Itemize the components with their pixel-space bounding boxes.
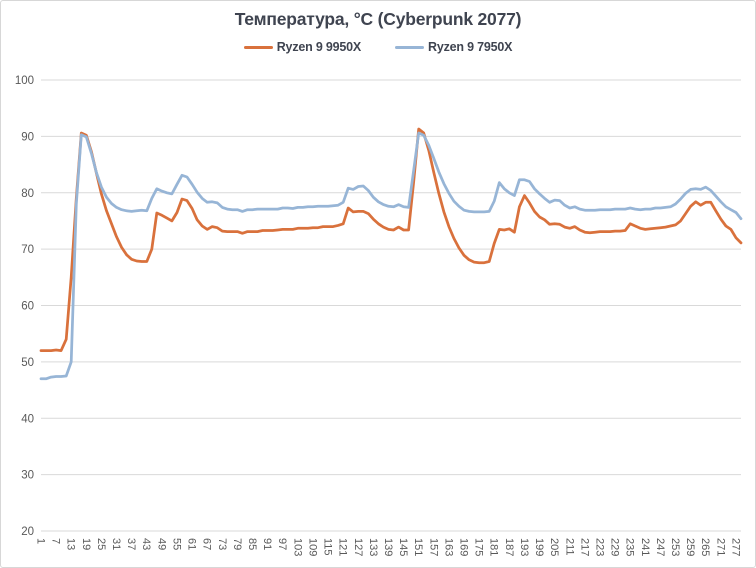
x-tick-label: 127 (352, 538, 364, 556)
y-tick-label: 40 (21, 413, 34, 425)
x-tick-label: 7 (50, 538, 62, 544)
x-tick-label: 85 (246, 538, 258, 550)
x-tick-label: 265 (699, 538, 711, 556)
x-tick-label: 175 (473, 538, 485, 556)
x-tick-label: 163 (442, 538, 454, 556)
x-tick-label: 253 (669, 538, 681, 556)
x-tick-label: 187 (503, 538, 515, 556)
x-tick-label: 151 (412, 538, 424, 556)
x-tick-label: 277 (729, 538, 741, 556)
x-tick-label: 25 (95, 538, 107, 550)
x-tick-label: 91 (261, 538, 273, 550)
x-tick-label: 271 (714, 538, 726, 556)
legend-label: Ryzen 9 7950X (428, 40, 513, 54)
series-line-ryzen-9-9950x (39, 127, 743, 352)
x-tick-label: 157 (427, 538, 439, 556)
x-tick-label: 235 (624, 538, 636, 556)
y-tick-label: 50 (21, 357, 34, 369)
x-tick-label: 247 (654, 538, 666, 556)
x-tick-label: 199 (533, 538, 545, 556)
legend-item-ryzen-9950x: Ryzen 9 9950X (243, 40, 361, 54)
x-tick-label: 103 (291, 538, 303, 556)
x-tick-label: 67 (201, 538, 213, 550)
x-tick-label: 1 (34, 538, 46, 544)
y-tick-label: 100 (15, 75, 34, 87)
y-tick-label: 70 (21, 244, 34, 256)
x-tick-label: 139 (382, 538, 394, 556)
y-tick-label: 30 (21, 470, 34, 482)
legend-item-ryzen-7950x: Ryzen 9 7950X (395, 40, 512, 54)
x-tick-label: 19 (80, 538, 92, 550)
x-tick-label: 115 (322, 538, 334, 556)
x-tick-label: 109 (306, 538, 318, 556)
legend-label: Ryzen 9 9950X (276, 40, 361, 54)
x-tick-label: 145 (397, 538, 409, 556)
x-tick-label: 181 (488, 538, 500, 556)
x-tick-label: 223 (593, 538, 605, 556)
x-tick-label: 229 (609, 538, 621, 556)
x-tick-label: 193 (518, 538, 530, 556)
y-tick-label: 90 (21, 131, 34, 143)
series-line-ryzen-9-7950x (39, 131, 743, 381)
legend-line-swatch-orange (243, 45, 273, 49)
x-tick-label: 49 (155, 538, 167, 550)
x-tick-label: 43 (140, 538, 152, 550)
y-tick-label: 60 (21, 301, 34, 313)
x-tick-label: 31 (110, 538, 122, 550)
legend-line-swatch-blue (395, 45, 424, 49)
x-tick-label: 217 (578, 538, 590, 556)
x-tick-label: 205 (548, 538, 560, 556)
x-tick-label: 169 (458, 538, 470, 556)
x-tick-label: 79 (231, 538, 243, 550)
y-tick-label: 20 (21, 526, 34, 538)
x-tick-label: 37 (125, 538, 137, 550)
y-tick-label: 80 (21, 188, 34, 200)
x-tick-label: 55 (170, 538, 182, 550)
x-tick-label: 133 (367, 538, 379, 556)
x-tick-label: 97 (276, 538, 288, 550)
x-tick-label: 259 (684, 538, 696, 556)
x-tick-label: 211 (563, 538, 575, 556)
x-tick-label: 121 (337, 538, 349, 556)
x-tick-label: 13 (65, 538, 77, 550)
legend: Ryzen 9 9950X Ryzen 9 7950X (1, 40, 755, 54)
x-tick-label: 241 (639, 538, 651, 556)
chart-title: Температура, °C (Cyberpunk 2077) (234, 9, 522, 29)
x-tick-label: 73 (216, 538, 228, 550)
x-tick-label: 61 (186, 538, 198, 550)
